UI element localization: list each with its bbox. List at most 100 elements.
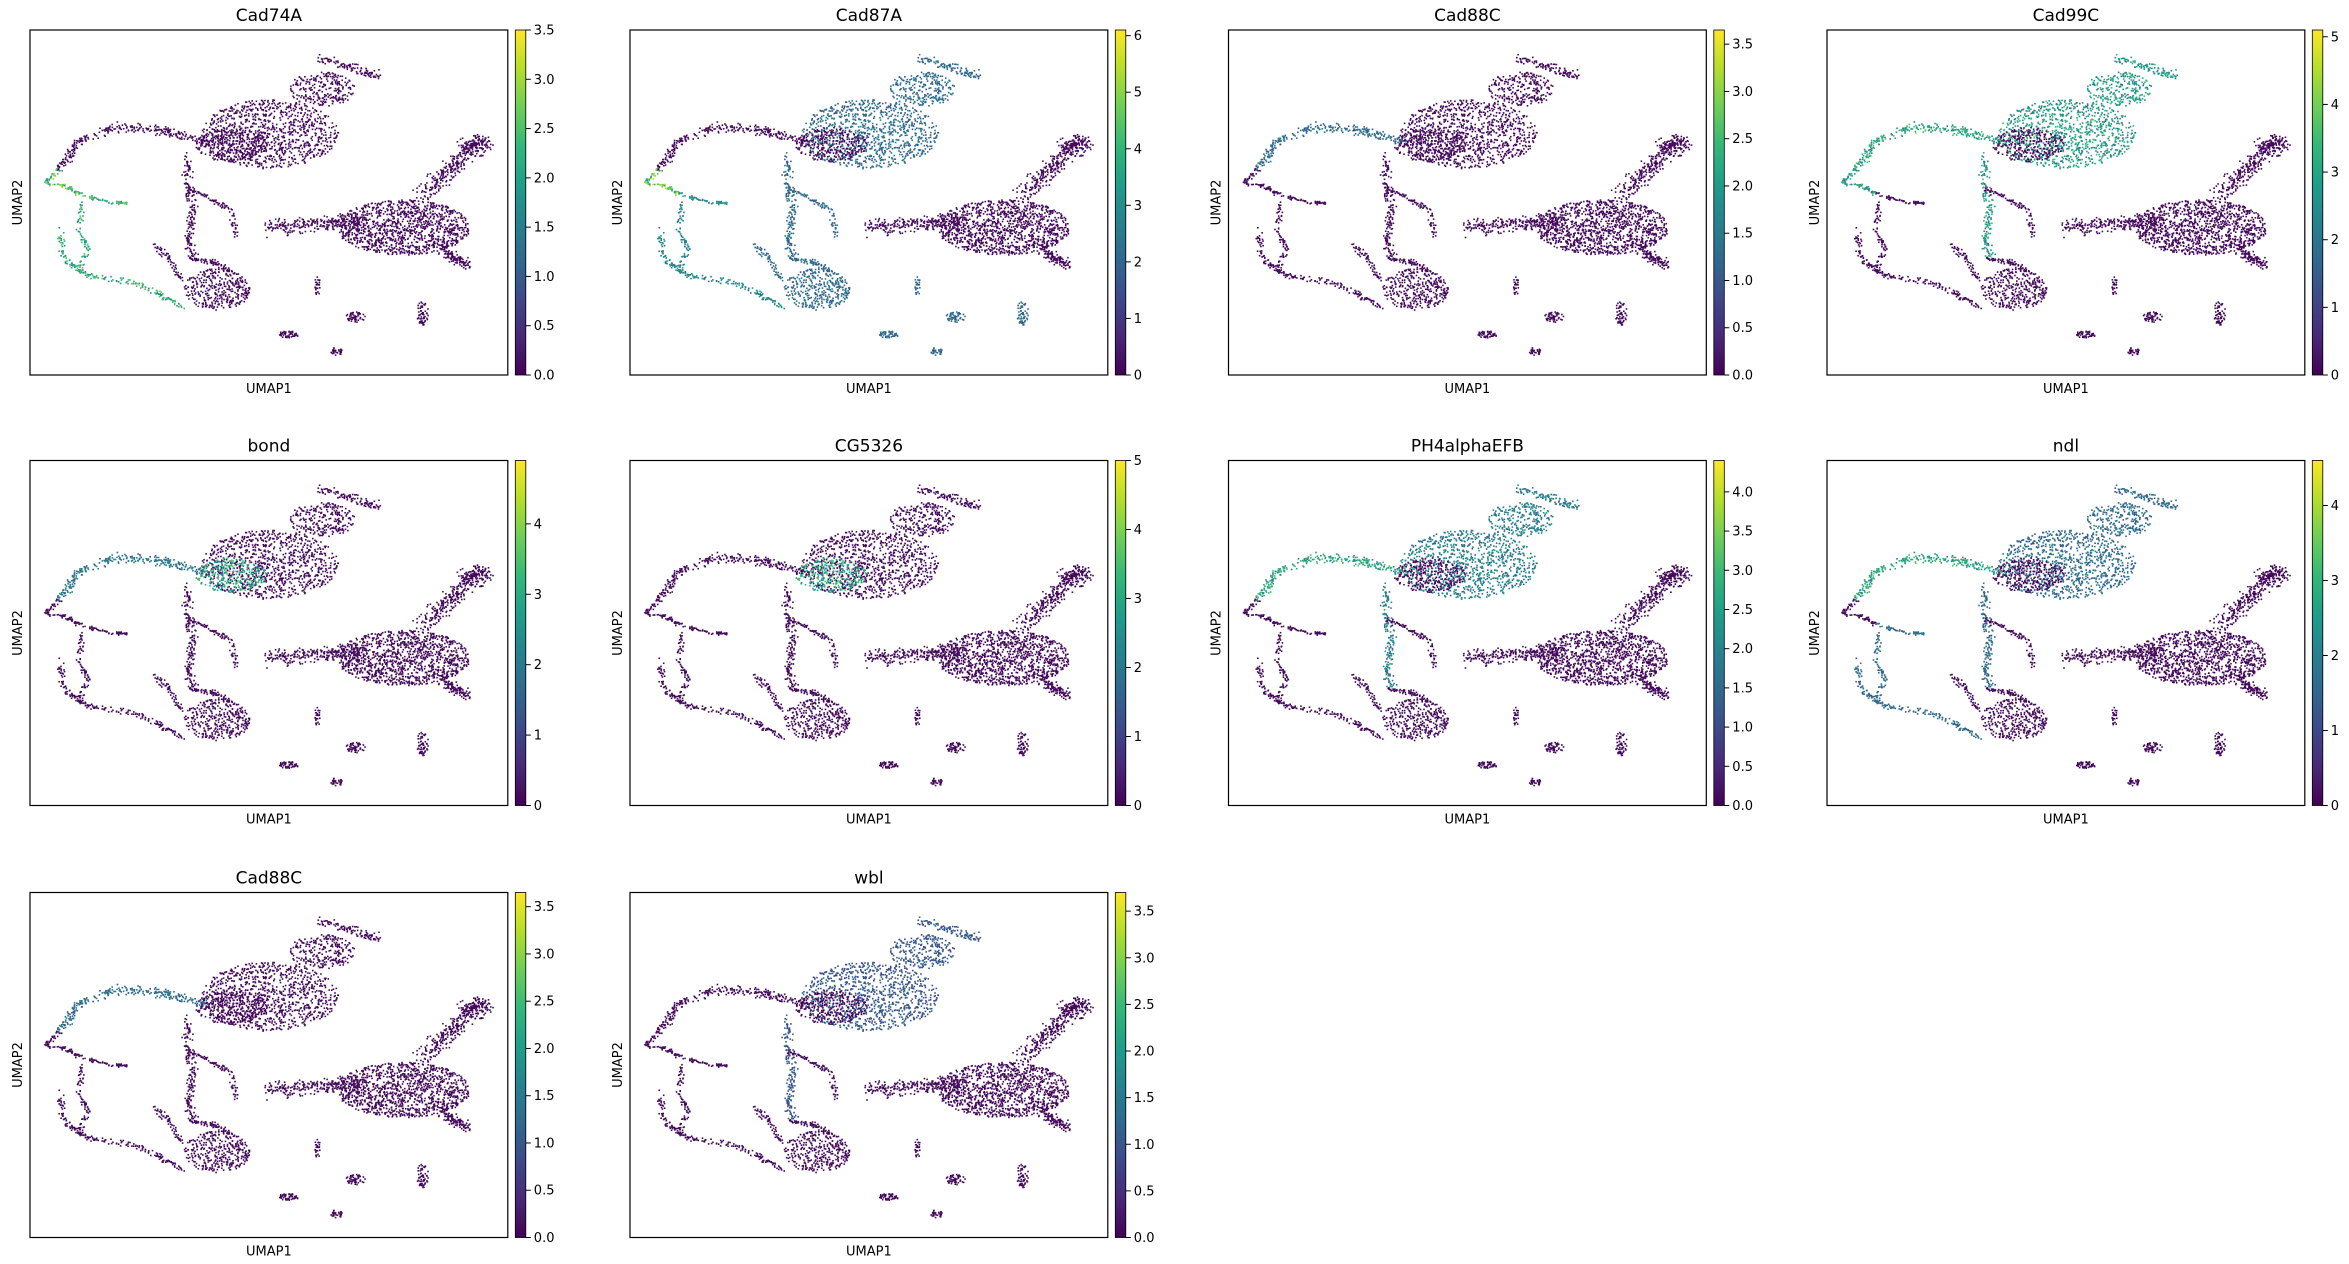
data-point (227, 269, 229, 271)
data-point (186, 294, 188, 296)
data-point (188, 194, 190, 196)
data-point (257, 166, 259, 168)
data-point (289, 131, 291, 133)
data-point (208, 290, 210, 292)
data-point (225, 120, 227, 122)
data-point (280, 119, 282, 121)
data-point (288, 161, 290, 163)
data-point (84, 241, 86, 243)
data-point (320, 121, 322, 123)
data-point (324, 102, 326, 104)
data-point (328, 96, 330, 98)
data-point (195, 252, 197, 254)
data-point (283, 163, 285, 165)
data-point (175, 264, 177, 266)
data-point (204, 196, 206, 198)
data-point (319, 61, 321, 63)
data-point (195, 304, 197, 306)
data-point (330, 98, 332, 100)
data-point (227, 118, 229, 120)
data-point (209, 298, 211, 300)
data-point (314, 109, 316, 111)
data-point (218, 271, 220, 273)
data-point (200, 271, 202, 273)
data-point (279, 105, 281, 107)
data-point (266, 137, 268, 139)
data-point (299, 76, 301, 78)
data-point (326, 78, 328, 80)
data-point (224, 160, 226, 162)
data-point (217, 159, 219, 161)
data-point (124, 123, 126, 125)
data-point (70, 162, 72, 164)
data-point (81, 201, 83, 203)
data-point (253, 133, 255, 135)
data-point (191, 222, 193, 224)
data-point (155, 124, 157, 126)
data-point (228, 126, 230, 128)
data-point (334, 133, 336, 135)
data-point (255, 163, 257, 165)
data-point (348, 92, 350, 94)
data-point (344, 94, 346, 96)
data-point (260, 148, 262, 150)
data-point (203, 297, 205, 299)
data-point (302, 116, 304, 118)
data-point (309, 82, 311, 84)
data-point (198, 306, 200, 308)
data-point (190, 237, 192, 239)
data-point (304, 103, 306, 105)
data-point (290, 86, 292, 88)
data-point (111, 124, 113, 126)
data-point (182, 277, 184, 279)
data-point (240, 117, 242, 119)
data-point (166, 254, 168, 256)
data-point (204, 135, 206, 137)
data-point (202, 292, 204, 294)
data-point (267, 101, 269, 103)
data-point (212, 275, 214, 277)
data-point (196, 300, 198, 302)
data-point (353, 85, 355, 87)
data-point (221, 291, 223, 293)
data-point (340, 64, 342, 66)
data-point (364, 75, 366, 77)
data-point (194, 223, 196, 225)
data-point (140, 287, 142, 289)
data-point (82, 220, 84, 222)
data-point (337, 75, 339, 77)
data-point (155, 135, 157, 137)
data-point (63, 232, 65, 234)
data-point (231, 134, 233, 136)
data-point (313, 155, 315, 157)
data-point (231, 145, 233, 147)
data-point (319, 116, 321, 118)
data-point (216, 202, 218, 204)
data-point (324, 145, 326, 147)
data-point (335, 88, 337, 90)
data-point (123, 128, 125, 130)
data-point (321, 58, 323, 60)
data-point (265, 123, 267, 125)
data-point (361, 73, 363, 75)
data-point (265, 158, 267, 160)
data-point (65, 153, 67, 155)
data-point (338, 132, 340, 134)
data-point (186, 198, 188, 200)
data-point (186, 165, 188, 167)
data-point (234, 125, 236, 127)
data-point (79, 212, 81, 214)
data-point (220, 138, 222, 140)
data-point (185, 248, 187, 250)
data-point (133, 131, 135, 133)
data-point (251, 100, 253, 102)
data-point (226, 109, 228, 111)
data-point (233, 159, 235, 161)
data-point (185, 179, 187, 181)
data-point (329, 74, 331, 76)
data-point (188, 190, 190, 192)
data-point (236, 225, 238, 227)
data-point (241, 300, 243, 302)
data-point (307, 145, 309, 147)
data-point (226, 151, 228, 153)
